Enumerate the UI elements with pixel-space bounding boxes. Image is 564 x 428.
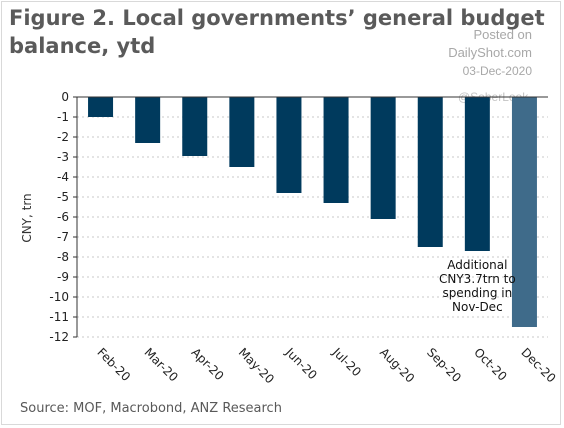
annotation-line: CNY3.7trn to <box>439 272 516 286</box>
bar <box>511 97 537 327</box>
bar <box>370 97 396 219</box>
annotation-line: Nov-Dec <box>452 300 503 314</box>
y-tick-label: -7 <box>57 230 69 244</box>
y-tick-label: -8 <box>57 250 69 264</box>
source-note: Source: MOF, Macrobond, ANZ Research <box>20 401 282 416</box>
x-tick-label: Sep-20 <box>424 345 464 385</box>
x-tick-label: Dec-20 <box>518 345 558 385</box>
y-tick-label: 0 <box>61 90 69 104</box>
bar <box>417 97 443 247</box>
y-tick-label: -6 <box>57 210 69 224</box>
bar <box>182 97 208 156</box>
y-tick-label: -5 <box>57 190 69 204</box>
annotation: Additional CNY3.7trn to spending in Nov-Dec <box>439 258 516 314</box>
bar <box>464 97 490 251</box>
x-tick-label: Aug-20 <box>377 345 417 385</box>
y-tick-label: -12 <box>49 330 69 344</box>
x-tick-label: May-20 <box>236 345 277 386</box>
y-tick-label: -11 <box>49 310 69 324</box>
watermark-date: 03-Dec-2020 <box>462 64 532 78</box>
y-tick-label: -4 <box>57 170 69 184</box>
bar <box>323 97 349 203</box>
y-tick-label: -3 <box>57 150 69 164</box>
x-tick-label: Oct-20 <box>471 345 509 383</box>
x-tick-label: Mar-20 <box>142 345 181 384</box>
x-tick-label: Jul-20 <box>329 345 364 380</box>
watermark-posted: Posted on <box>473 27 532 42</box>
bar <box>88 97 114 117</box>
annotation-line: spending in <box>442 286 512 300</box>
x-tick-label: Feb-20 <box>94 345 133 384</box>
y-tick-label: -10 <box>49 290 69 304</box>
bar <box>276 97 302 193</box>
x-tick-label: Jun-20 <box>282 345 320 383</box>
x-tick-label: Apr-20 <box>189 345 227 383</box>
y-tick-label: -9 <box>57 270 69 284</box>
watermark-site: DailyShot.com <box>448 45 532 60</box>
annotation-line: Additional <box>447 258 507 272</box>
chart-title: Figure 2. Local governments’ general bud… <box>9 6 545 58</box>
bar <box>229 97 255 167</box>
y-tick-label: -1 <box>57 110 69 124</box>
bar <box>135 97 161 143</box>
y-tick-label: -2 <box>57 130 69 144</box>
